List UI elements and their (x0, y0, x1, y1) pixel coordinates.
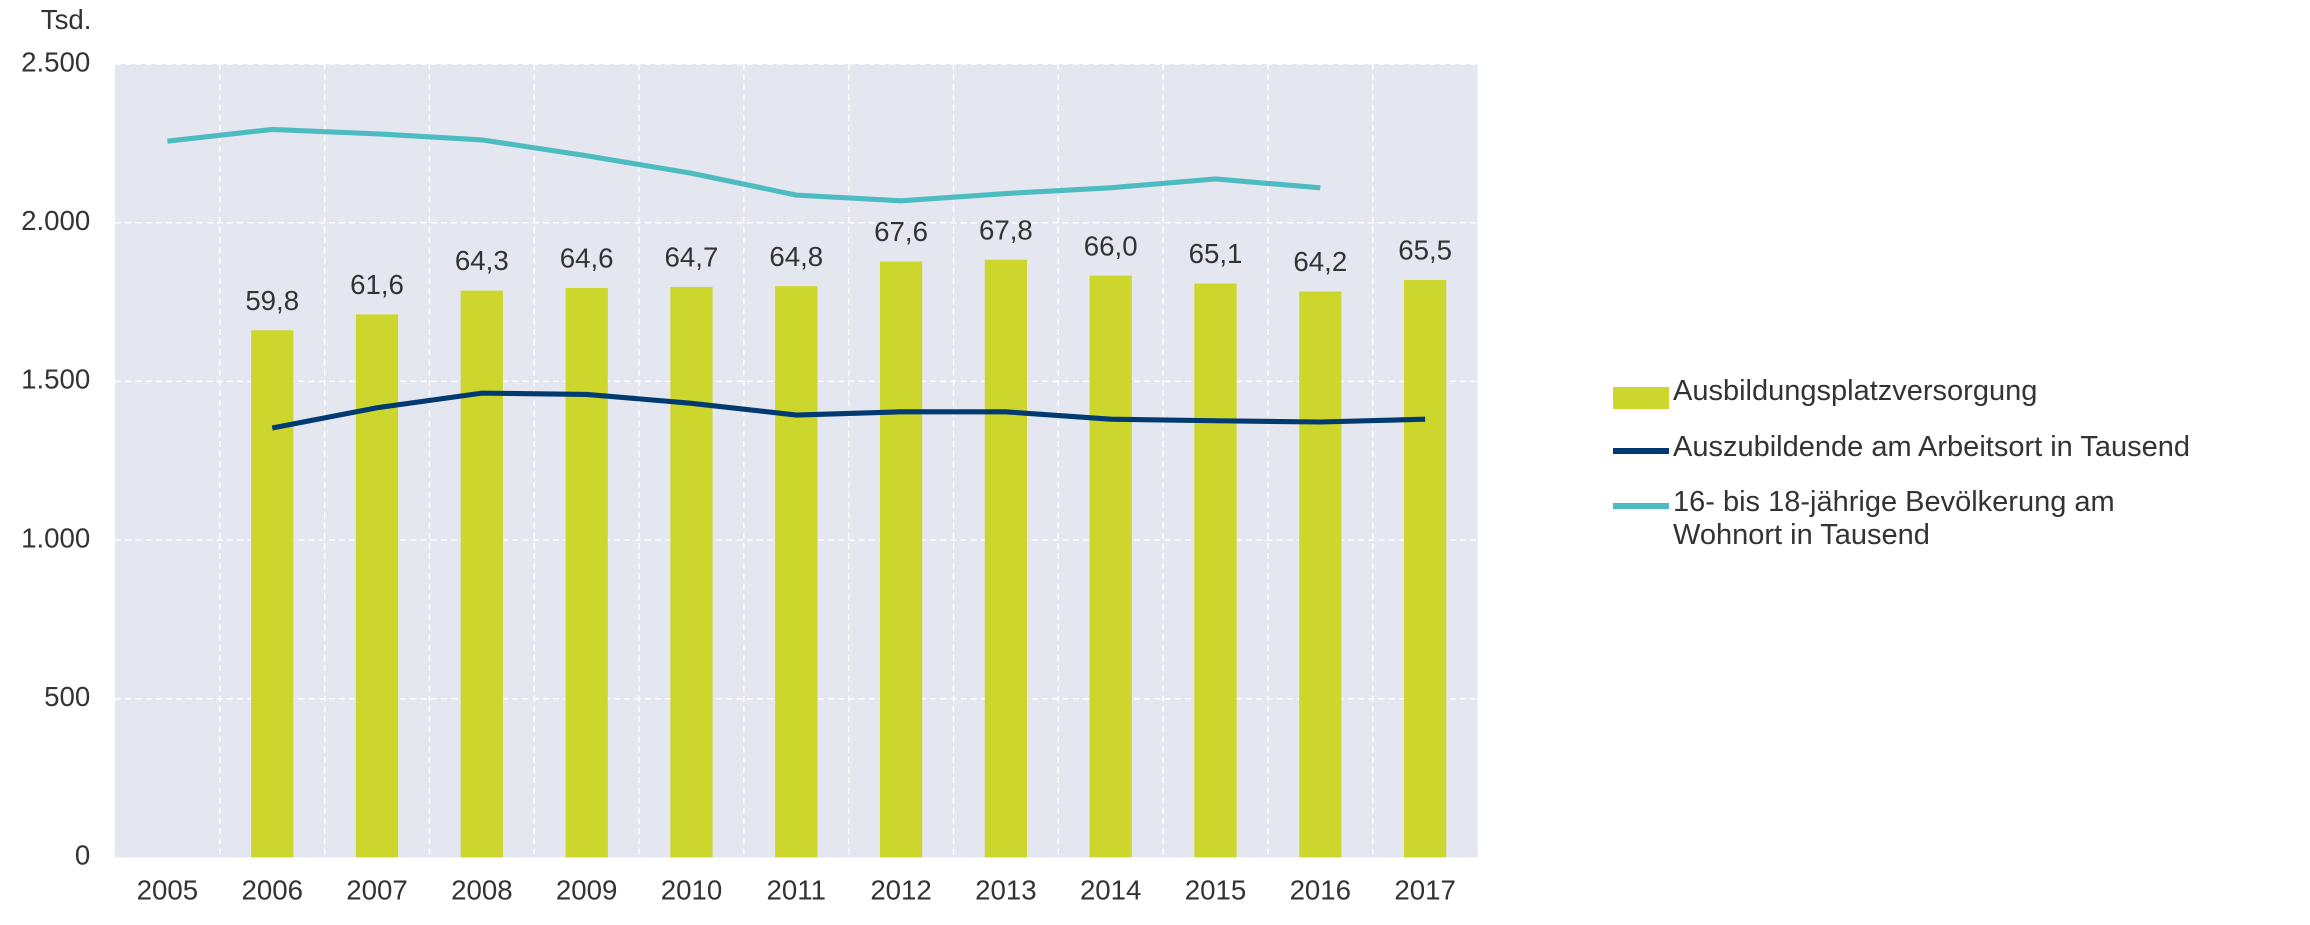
x-tick-label: 2017 (1394, 875, 1456, 906)
bar-value-label: 64,3 (455, 245, 509, 276)
legend-swatch (1613, 387, 1669, 409)
y-tick-label: 2.000 (21, 205, 90, 236)
bar (879, 261, 923, 858)
x-tick-label: 2009 (556, 875, 618, 906)
legend-label: 16- bis 18-jährige Bevölkerung am Wohnor… (1673, 486, 2115, 551)
bar (670, 287, 713, 858)
legend-label: Ausbildungsplatzversorgung (1673, 375, 2038, 407)
bar (355, 314, 399, 858)
x-tick-label: 2015 (1185, 875, 1247, 906)
y-tick-label: 0 (75, 840, 90, 871)
x-tick-label: 2012 (870, 875, 931, 906)
x-tick-label: 2008 (451, 875, 513, 906)
bar (565, 287, 608, 858)
legend-item: Auszubildende am Arbeitsort in Tausend (1613, 431, 2303, 464)
bar (251, 330, 294, 858)
bar-value-label: 61,6 (350, 269, 404, 300)
bar (775, 286, 818, 858)
bar-value-label: 65,5 (1398, 235, 1452, 266)
bar (1194, 283, 1237, 858)
legend-item: Ausbildungsplatzversorgung (1613, 375, 2303, 409)
bar (1089, 275, 1132, 858)
bar (984, 259, 1027, 858)
legend-item: 16- bis 18-jährige Bevölkerung am Wohnor… (1613, 486, 2303, 552)
x-tick-label: 2011 (767, 875, 826, 906)
y-tick-label: 500 (44, 681, 90, 712)
x-tick-label: 2014 (1080, 875, 1141, 906)
legend-swatch (1613, 448, 1669, 454)
bar (460, 290, 503, 858)
bar-value-label: 64,7 (665, 242, 719, 273)
line (271, 390, 1426, 431)
x-tick-label: 2005 (137, 875, 198, 906)
bar-value-label: 64,6 (560, 243, 614, 274)
bar-value-label: 64,2 (1293, 246, 1347, 277)
bar-value-label: 64,8 (769, 241, 823, 272)
line (167, 126, 1321, 204)
bar-value-label: 67,6 (874, 216, 928, 247)
legend-swatch (1613, 503, 1669, 509)
bar-value-label: 67,8 (979, 214, 1033, 245)
x-tick-label: 2007 (346, 875, 408, 906)
y-tick-label: 2.500 (21, 46, 90, 77)
bar-value-label: 59,8 (245, 285, 299, 316)
bar-value-label: 65,1 (1189, 238, 1243, 269)
bar (1299, 291, 1342, 858)
y-axis-label: Tsd. (41, 4, 92, 35)
bar (1404, 280, 1447, 858)
x-tick-label: 2013 (975, 875, 1037, 906)
x-tick-label: 2006 (241, 875, 303, 906)
y-tick-label: 1.000 (21, 522, 90, 553)
x-tick-label: 2016 (1290, 875, 1352, 906)
y-tick-label: 1.500 (21, 364, 90, 395)
bar-value-label: 66,0 (1084, 230, 1138, 261)
x-tick-label: 2010 (661, 875, 723, 906)
legend-label: Auszubildende am Arbeitsort in Tausend (1673, 431, 2190, 463)
legend: Ausbildungsplatzversorgung Auszubildende … (1613, 375, 2303, 574)
